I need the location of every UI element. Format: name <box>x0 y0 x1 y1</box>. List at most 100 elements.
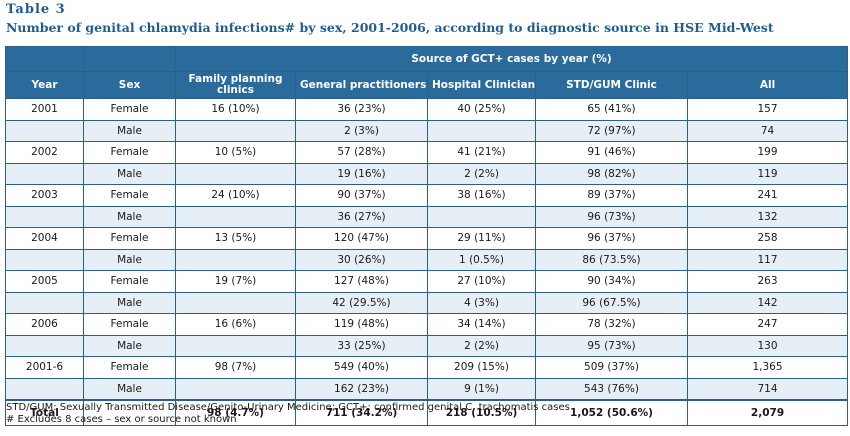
cell-gp: 549 (40%) <box>295 356 428 379</box>
table-row: Male 2 (3%) 72 (97%) 74 <box>5 119 849 142</box>
cell-all: 2,079 <box>686 399 849 426</box>
header-family-planning: Family planning clinics <box>175 71 296 99</box>
header-std: STD/GUM Clinic <box>535 71 688 99</box>
cell-gp: 120 (47%) <box>295 227 428 250</box>
cell-year <box>5 162 84 185</box>
table-row: 2004 Female 13 (5%) 120 (47%) 29 (11%) 9… <box>5 227 849 250</box>
cell-family-planning: 98 (4.7%) <box>175 399 296 426</box>
cell-sex: Female <box>83 98 176 121</box>
cell-year <box>5 205 84 228</box>
cell-sex: Male <box>83 377 176 401</box>
cell-hospital: 41 (21%) <box>427 141 536 164</box>
cell-hospital: 40 (25%) <box>427 98 536 121</box>
total-row: Total 98 (4.7%) 711 (34.2%) 218 (10.5%) … <box>5 399 849 426</box>
cell-sex: Female <box>83 356 176 379</box>
cell-sex: Female <box>83 184 176 207</box>
cell-std: 96 (67.5%) <box>535 291 688 314</box>
cell-sex: Female <box>83 270 176 293</box>
cell-gp: 119 (48%) <box>295 313 428 336</box>
cell-gp: 127 (48%) <box>295 270 428 293</box>
footnote-abbreviations: STD/GUM: Sexually Transmitted Disease/Ge… <box>6 402 570 413</box>
cell-family-planning: 10 (5%) <box>175 141 296 164</box>
cell-sex: Female <box>83 227 176 250</box>
cell-all: 74 <box>686 119 849 142</box>
table-row: 2003 Female 24 (10%) 90 (37%) 38 (16%) 8… <box>5 184 849 207</box>
cell-hospital: 4 (3%) <box>427 291 536 314</box>
cell-family-planning <box>175 119 296 142</box>
cell-year <box>5 334 84 357</box>
header-group: Source of GCT+ cases by year (%) <box>174 46 849 72</box>
cell-sex: Male <box>83 205 176 228</box>
table-row: 2001 Female 16 (10%) 36 (23%) 40 (25%) 6… <box>5 98 849 121</box>
cell-all: 241 <box>686 184 849 207</box>
header-blank <box>83 46 176 72</box>
footnote-exclusions: # Excludes 8 cases – sex or source not k… <box>6 414 237 425</box>
header-all: All <box>686 71 849 99</box>
cell-year: 2001 <box>5 98 84 121</box>
cell-year: 2005 <box>5 270 84 293</box>
cell-gp: 19 (16%) <box>295 162 428 185</box>
cell-hospital: 38 (16%) <box>427 184 536 207</box>
cell-hospital <box>427 119 536 142</box>
header-gp: General practitioners <box>295 71 428 99</box>
cell-all: 117 <box>686 248 849 271</box>
cell-family-planning <box>175 248 296 271</box>
cell-std: 98 (82%) <box>535 162 688 185</box>
cell-year <box>5 248 84 271</box>
cell-year <box>5 377 84 401</box>
cell-std: 95 (73%) <box>535 334 688 357</box>
cell-hospital: 34 (14%) <box>427 313 536 336</box>
cell-year: 2001-6 <box>5 356 84 379</box>
cell-blank <box>83 399 176 426</box>
cell-hospital: 1 (0.5%) <box>427 248 536 271</box>
cell-std: 96 (73%) <box>535 205 688 228</box>
cell-gp: 90 (37%) <box>295 184 428 207</box>
table-row: 2006 Female 16 (6%) 119 (48%) 34 (14%) 7… <box>5 313 849 336</box>
header-blank <box>5 46 84 72</box>
cell-all: 157 <box>686 98 849 121</box>
cell-year <box>5 119 84 142</box>
cell-sex: Male <box>83 334 176 357</box>
cell-family-planning <box>175 377 296 401</box>
cell-gp: 2 (3%) <box>295 119 428 142</box>
cell-family-planning <box>175 291 296 314</box>
cell-hospital: 9 (1%) <box>427 377 536 401</box>
table-row: Male 162 (23%) 9 (1%) 543 (76%) 714 <box>5 377 849 401</box>
cell-year: 2002 <box>5 141 84 164</box>
cell-family-planning: 98 (7%) <box>175 356 296 379</box>
cell-std: 65 (41%) <box>535 98 688 121</box>
cell-std: 72 (97%) <box>535 119 688 142</box>
cell-all: 142 <box>686 291 849 314</box>
cell-sex: Male <box>83 119 176 142</box>
table-row: 2005 Female 19 (7%) 127 (48%) 27 (10%) 9… <box>5 270 849 293</box>
cell-all: 1,365 <box>686 356 849 379</box>
table-row: Male 36 (27%) 96 (73%) 132 <box>5 205 849 228</box>
footnotes: STD/GUM: Sexually Transmitted Disease/Ge… <box>6 402 570 426</box>
cell-hospital: 209 (15%) <box>427 356 536 379</box>
cell-std: 96 (37%) <box>535 227 688 250</box>
cell-all: 247 <box>686 313 849 336</box>
cell-year: 2003 <box>5 184 84 207</box>
cell-total-label: Total <box>5 399 84 426</box>
cell-gp: 36 (23%) <box>295 98 428 121</box>
cell-hospital <box>427 205 536 228</box>
cell-hospital: 2 (2%) <box>427 334 536 357</box>
cell-gp: 30 (26%) <box>295 248 428 271</box>
header-sex: Sex <box>83 71 176 99</box>
cell-hospital: 2 (2%) <box>427 162 536 185</box>
cell-gp: 36 (27%) <box>295 205 428 228</box>
cell-family-planning: 19 (7%) <box>175 270 296 293</box>
table-row: Male 33 (25%) 2 (2%) 95 (73%) 130 <box>5 334 849 357</box>
cell-family-planning <box>175 205 296 228</box>
cell-gp: 57 (28%) <box>295 141 428 164</box>
cell-family-planning <box>175 162 296 185</box>
header-hospital: Hospital Clinician <box>427 71 536 99</box>
table-row: 2001-6 Female 98 (7%) 549 (40%) 209 (15%… <box>5 356 849 379</box>
cell-std: 91 (46%) <box>535 141 688 164</box>
cell-sex: Male <box>83 291 176 314</box>
cell-std: 543 (76%) <box>535 377 688 401</box>
cell-family-planning: 16 (6%) <box>175 313 296 336</box>
cell-std: 89 (37%) <box>535 184 688 207</box>
cell-std: 90 (34%) <box>535 270 688 293</box>
